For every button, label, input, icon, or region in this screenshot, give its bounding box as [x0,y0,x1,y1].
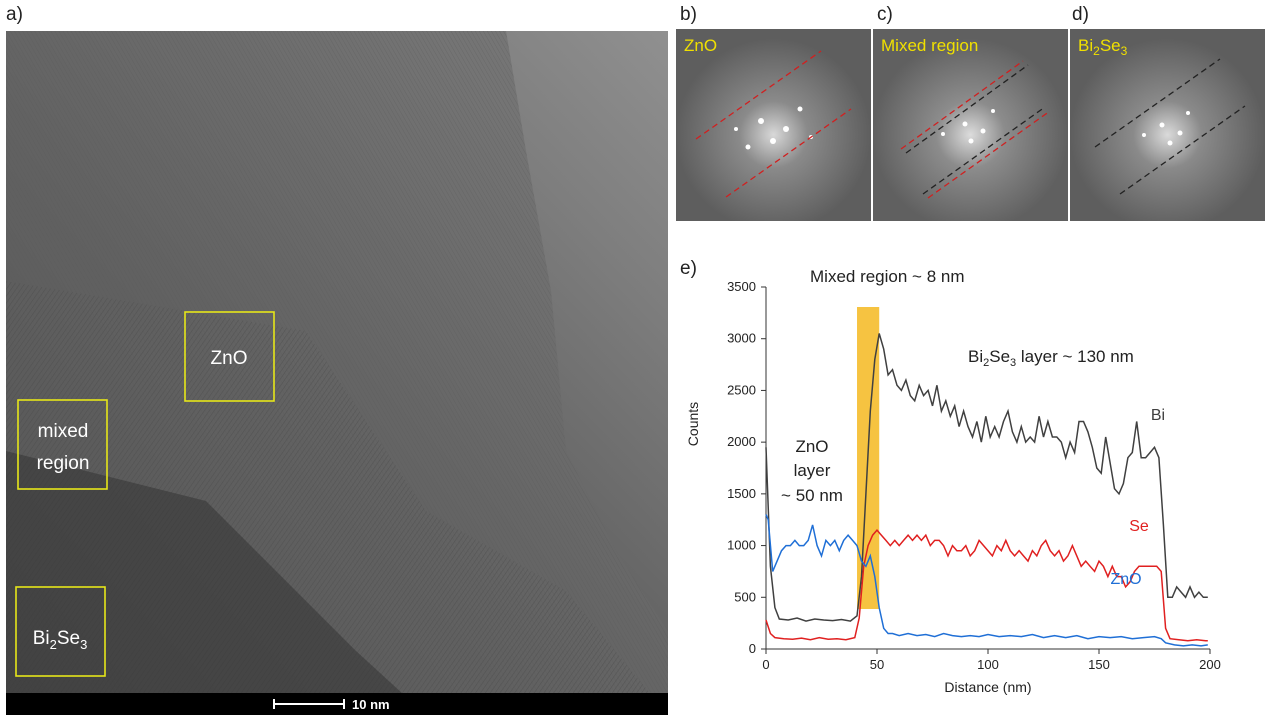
y-tick-label: 0 [749,641,756,656]
mixed-region-label-2: region [37,453,90,474]
mixed-region-box [17,399,108,490]
mixed-region-label-1: mixed [38,421,89,442]
annotation-mixed-region: Mixed region ~ 8 nm [810,267,965,286]
y-axis-title: Counts [685,402,701,446]
series-label-zno: ZnO [1110,571,1141,588]
series-label-se: Se [1129,518,1149,535]
y-tick-label: 1500 [727,486,756,501]
y-tick-label: 2500 [727,382,756,397]
y-tick-label: 500 [734,589,756,604]
fft-panel-zno: ZnO [676,29,871,221]
annotation-zno-3: ~ 50 nm [781,486,843,505]
x-tick-label: 200 [1199,657,1221,672]
panel-label-b: b) [680,4,697,25]
x-tick-label: 50 [870,657,884,672]
annotation-zno-1: ZnO [795,437,828,456]
y-tick-label: 3000 [727,331,756,346]
zno-region-label: ZnO [211,348,248,369]
fft-panel-bise: Bi2Se3 [1070,29,1265,221]
zno-region-box [184,311,275,402]
x-tick-label: 150 [1088,657,1110,672]
fft-label-zno: ZnO [684,36,717,55]
panel-label-c: c) [877,4,893,25]
fft-panel-mixed: Mixed region [873,29,1068,221]
fft-label-bise: Bi2Se3 [1078,36,1128,58]
scalebar-label: 10 nm [352,697,390,712]
bise-region-label: Bi2Se3 [33,628,88,652]
bise-region-box [15,586,106,677]
x-axis-title: Distance (nm) [944,679,1031,695]
series-line-bi [765,333,1208,622]
y-tick-label: 1000 [727,538,756,553]
annotation-zno-2: layer [794,461,831,480]
x-tick-label: 100 [977,657,999,672]
tem-micrograph: ZnO mixed region Bi2Se3 10 nm [6,31,668,715]
y-tick-label: 2000 [727,434,756,449]
y-tick-label: 3500 [727,279,756,294]
x-tick-label: 0 [762,657,769,672]
series-line-zno [765,514,1208,647]
fft-label-mixed: Mixed region [881,36,978,55]
panel-label-e: e) [680,258,697,279]
panel-label-a: a) [6,4,23,25]
eds-line-profile-chart: 0 50 100 150 2000500100015002000250030003500… [685,267,1221,695]
series-line-se [765,528,1208,642]
annotation-bise-layer: Bi2Se3 layer ~ 130 nm [968,347,1134,369]
series-label-bi: Bi [1151,407,1165,424]
panel-label-d: d) [1072,4,1089,25]
